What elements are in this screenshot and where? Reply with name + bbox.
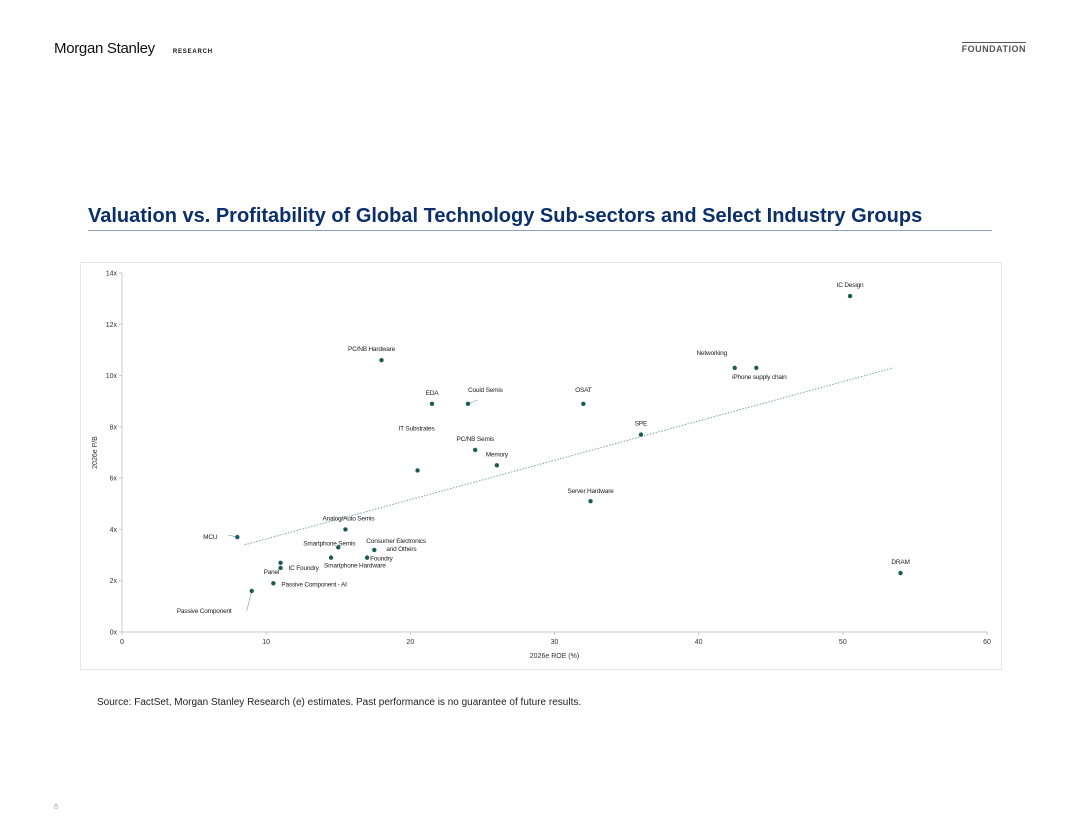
y-tick-label: 12x (106, 322, 118, 329)
data-points (235, 293, 903, 594)
data-label: IC Foundry (289, 565, 320, 572)
y-tick-label: 2x (110, 578, 118, 585)
trendline-layer (244, 367, 894, 546)
data-label: Server Hardware (567, 488, 614, 495)
brand-name: Morgan Stanley (54, 40, 155, 57)
data-point (638, 432, 644, 437)
data-point (732, 365, 737, 371)
scatter-chart: 0x 2x 4x 6x 8x 10x 12x 14x 0 10 20 30 40 50 60 2026e RO… (92, 271, 991, 661)
data-point (588, 499, 593, 504)
y-tick-label: 0x (110, 630, 118, 637)
chart-frame: 0x 2x 4x 6x 8x 10x 12x 14x 0 10 20 30 40 50 60 2026e RO… (80, 262, 1002, 670)
trendline (244, 367, 894, 546)
x-tick-label: 40 (695, 639, 703, 646)
data-point (278, 565, 283, 571)
x-axis-title: 2026e ROE (%) (530, 653, 579, 660)
data-point (473, 447, 478, 453)
data-point (581, 401, 586, 406)
x-tick-label: 30 (551, 639, 559, 646)
axes: 0x 2x 4x 6x 8x 10x 12x 14x 0 10 20 30 40 50 60 2026e RO… (92, 271, 991, 661)
x-tick-label: 0 (120, 639, 124, 646)
x-tick-label: 60 (983, 639, 991, 646)
data-label: IC Design (837, 282, 864, 289)
data-label: OSAT (575, 387, 592, 394)
data-point (415, 468, 420, 473)
series-tag: FOUNDATION (961, 42, 1026, 54)
data-point (249, 588, 254, 594)
y-tick-label: 6x (110, 476, 118, 483)
source-note: Source: FactSet, Morgan Stanley Research… (97, 697, 582, 708)
data-point (271, 581, 276, 586)
data-point (379, 357, 384, 363)
data-label: MCU (203, 534, 218, 541)
data-point (235, 534, 240, 540)
x-tick-label: 10 (262, 639, 270, 646)
x-tick-label: 20 (406, 639, 414, 646)
data-point (278, 560, 283, 565)
data-point (847, 293, 853, 299)
leader-lines (228, 399, 479, 612)
data-label: Smartphone Semis (303, 540, 356, 547)
data-label: Passive Component - AI (281, 581, 347, 588)
leader-line (246, 590, 253, 612)
x-tick-label: 50 (839, 639, 847, 646)
data-label: Analog/Auto Semis (322, 515, 375, 522)
y-tick-label: 10x (106, 373, 118, 380)
y-tick-label: 14x (106, 271, 118, 278)
data-label: DRAM (891, 559, 909, 566)
chart-title: Valuation vs. Profitability of Global Te… (88, 205, 992, 231)
data-label: Memory (486, 451, 509, 458)
data-label: Panel (264, 569, 280, 576)
data-point (372, 547, 377, 553)
data-label: Networking (696, 350, 727, 357)
y-axis-title: 2026e P/B (92, 436, 99, 469)
data-point (328, 555, 334, 560)
data-label: PC/NB Semis (456, 436, 494, 443)
page-number: 8 (54, 802, 58, 811)
y-tick-label: 4x (110, 527, 118, 534)
brand-research-label: RESEARCH (172, 49, 213, 55)
data-label: Consumer Electronics and Others (366, 538, 427, 553)
data-label: SPE (635, 421, 648, 428)
data-point (336, 545, 341, 550)
y-tick-label: 8x (110, 424, 118, 431)
data-point (898, 570, 903, 576)
data-point (754, 365, 759, 371)
data-label: Smartphone Hardware (324, 563, 386, 570)
brand-logo: Morgan Stanley RESEARCH (54, 40, 213, 57)
data-label: Could Semis (468, 387, 504, 394)
data-point (343, 527, 348, 532)
data-label: PC/NB Hardware (348, 346, 396, 353)
data-point (465, 401, 471, 406)
data-label: IT Substrates (399, 425, 436, 432)
data-label: iPhone supply chain (732, 374, 787, 381)
data-label: EDA (426, 390, 440, 397)
point-labels: IC Design PC/NB Hardware Networking iPhone … (177, 282, 910, 615)
data-label: Foundry (370, 556, 393, 563)
data-point (429, 401, 435, 406)
data-label: Passive Component (177, 608, 232, 615)
data-point (364, 555, 370, 560)
data-point (494, 463, 500, 468)
